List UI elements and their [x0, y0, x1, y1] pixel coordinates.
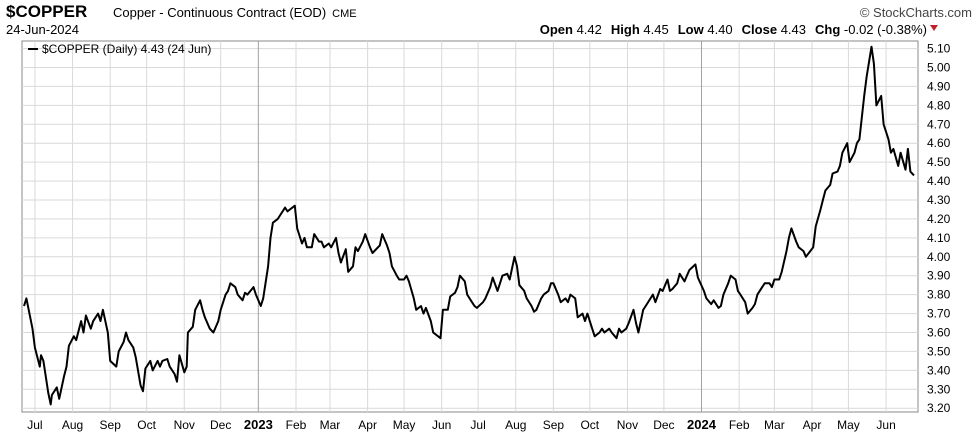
legend: $COPPER (Daily) 4.43 (24 Jun): [28, 42, 211, 56]
low-value: 4.40: [707, 22, 733, 37]
y-tick-label: 4.50: [927, 155, 951, 169]
y-tick-label: 3.30: [927, 382, 951, 396]
x-tick-label: Dec: [210, 418, 231, 432]
high-label: High: [610, 22, 640, 37]
description-text: Copper - Continuous Contract (EOD): [113, 5, 327, 20]
x-tick-label: Aug: [505, 418, 526, 432]
x-tick-label: Jul: [470, 418, 485, 432]
y-tick-label: 3.40: [927, 363, 951, 377]
symbol-title: $COPPER: [6, 2, 88, 21]
x-tick-label: Mar: [764, 418, 785, 432]
x-tick-label: May: [393, 418, 416, 432]
close-label: Close: [741, 22, 778, 37]
y-tick-label: 3.80: [927, 288, 951, 302]
x-tick-label: Mar: [320, 418, 341, 432]
y-tick-label: 4.40: [927, 174, 951, 188]
x-tick-label: Nov: [174, 418, 195, 432]
y-tick-label: 5.00: [927, 61, 951, 75]
chg-label: Chg: [815, 22, 841, 37]
y-tick-label: 4.10: [927, 231, 951, 245]
low-label: Low: [677, 22, 704, 37]
x-tick-label: Oct: [580, 418, 599, 432]
y-tick-label: 5.10: [927, 42, 951, 56]
chart-date: 24-Jun-2024: [6, 22, 79, 37]
x-tick-label: Jun: [432, 418, 451, 432]
brand-watermark: © StockCharts.com: [859, 5, 972, 20]
x-tick-label: Nov: [617, 418, 638, 432]
x-tick-label: Jun: [876, 418, 895, 432]
x-tick-label: Feb: [286, 418, 307, 432]
y-tick-label: 4.80: [927, 98, 951, 112]
x-tick-label: 2024: [687, 417, 717, 432]
close-value: 4.43: [780, 22, 806, 37]
y-axis: 3.20 3.30 3.40 3.50 3.60 3.70 3.80 3.90 4.00 4.10…: [927, 42, 951, 416]
y-tick-label: 4.20: [927, 212, 951, 226]
grid-lines: [22, 41, 918, 412]
change-down-arrow-icon: [930, 25, 938, 31]
x-tick-label: Dec: [653, 418, 674, 432]
x-tick-label: 2023: [244, 417, 273, 432]
x-tick-label: Sep: [100, 418, 122, 432]
y-tick-label: 4.30: [927, 193, 951, 207]
x-tick-label: Feb: [729, 418, 750, 432]
y-tick-label: 3.70: [927, 307, 951, 321]
y-tick-label: 3.60: [927, 326, 951, 340]
y-tick-label: 3.90: [927, 269, 951, 283]
exchange-label: CME: [332, 8, 357, 20]
open-label: Open: [539, 22, 573, 37]
y-tick-label: 4.90: [927, 79, 951, 93]
x-tick-label: Apr: [358, 418, 377, 432]
x-tick-label: Jul: [27, 418, 42, 432]
x-axis: Jul Aug Sep Oct Nov Dec 2023 Feb Mar Apr May Jun Jul…: [27, 417, 895, 432]
symbol-description: Copper - Continuous Contract (EOD) CME: [113, 5, 357, 20]
x-tick-label: Apr: [803, 418, 822, 432]
price-series-line: [23, 45, 915, 406]
legend-label: $COPPER (Daily) 4.43 (24 Jun): [42, 42, 211, 56]
x-tick-label: May: [837, 418, 860, 432]
x-tick-label: Oct: [137, 418, 156, 432]
chart-header: $COPPER Copper - Continuous Contract (EO…: [0, 0, 980, 40]
x-tick-label: Sep: [543, 418, 565, 432]
plot-area: [21, 40, 919, 413]
y-tick-label: 4.60: [927, 136, 951, 150]
y-tick-label: 3.20: [927, 401, 951, 415]
high-value: 4.45: [643, 22, 669, 37]
y-tick-label: 3.50: [927, 344, 951, 358]
y-tick-label: 4.00: [927, 250, 951, 264]
open-value: 4.42: [576, 22, 602, 37]
chg-value: -0.02 (-0.38%): [843, 22, 927, 37]
y-tick-label: 4.70: [927, 117, 951, 131]
ohlc-readout: Open 4.42 High 4.45 Low 4.40 Close 4.43 Chg …: [540, 22, 930, 37]
x-tick-label: Aug: [62, 418, 83, 432]
